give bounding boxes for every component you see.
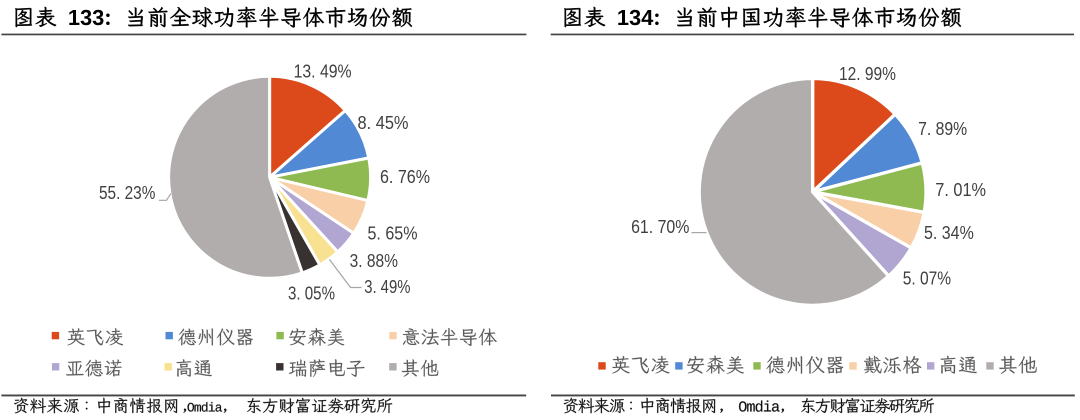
svg-text:61. 70%: 61. 70%: [631, 217, 689, 237]
svg-text:7. 89%: 7. 89%: [918, 119, 967, 139]
svg-text:5. 65%: 5. 65%: [368, 223, 418, 243]
svg-text:3. 88%: 3. 88%: [350, 251, 398, 271]
svg-text:5. 34%: 5. 34%: [924, 223, 974, 243]
svg-text:6. 76%: 6. 76%: [380, 167, 430, 187]
svg-text:3. 05%: 3. 05%: [288, 283, 335, 303]
svg-text:5. 07%: 5. 07%: [903, 268, 951, 288]
svg-text:8. 45%: 8. 45%: [358, 113, 409, 133]
svg-text:12. 99%: 12. 99%: [839, 64, 896, 84]
svg-text:3. 49%: 3. 49%: [364, 277, 410, 297]
svg-text:7. 01%: 7. 01%: [935, 180, 986, 200]
svg-text:13. 49%: 13. 49%: [294, 62, 352, 82]
svg-text:55. 23%: 55. 23%: [99, 183, 155, 203]
